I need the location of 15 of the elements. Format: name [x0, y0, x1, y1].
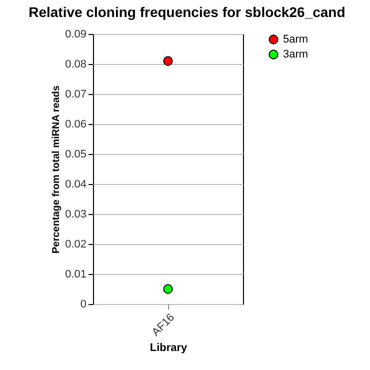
- y-tick-label: 0.01: [65, 268, 86, 280]
- y-axis-title: Percentage from total miRNA reads: [51, 85, 62, 254]
- y-tick-label: 0.09: [65, 28, 86, 40]
- y-tick-label: 0.03: [65, 208, 86, 220]
- y-tick-label: 0.06: [65, 118, 86, 130]
- y-tick-label: 0.05: [65, 148, 86, 160]
- y-tick-label: 0.08: [65, 58, 86, 70]
- legend-label: 5arm: [283, 34, 308, 46]
- legend-label: 3arm: [283, 48, 308, 60]
- x-axis-title: Library: [150, 342, 188, 354]
- chart-title: Relative cloning frequencies for sblock26_cand: [28, 4, 346, 20]
- y-tick-label: 0.04: [65, 178, 86, 190]
- y-tick-label: 0.02: [65, 238, 86, 250]
- y-tick-label: 0: [80, 298, 86, 310]
- y-tick-label: 0.07: [65, 88, 86, 100]
